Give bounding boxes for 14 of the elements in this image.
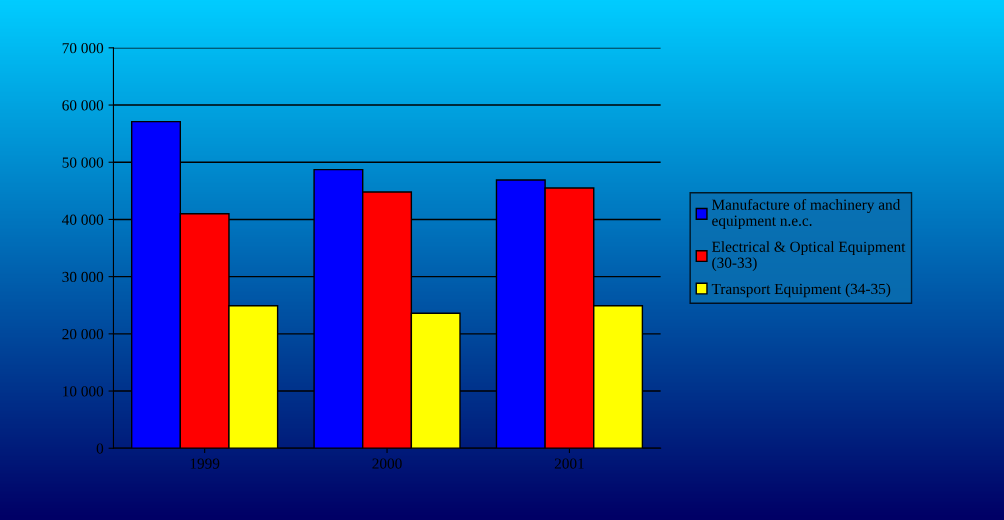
x-tick-label: 2000 <box>372 458 402 469</box>
y-tick-label: 40 000 <box>62 214 104 225</box>
y-tick-label: 70 000 <box>62 42 104 54</box>
x-tick-label: 1999 <box>190 458 220 469</box>
legend-label: Transport Equipment (34-35) <box>711 283 891 298</box>
legend-label: Manufacture of machinery and equipment n.e.c. <box>711 198 901 229</box>
y-tick-label: 20 000 <box>62 328 104 340</box>
y-tick-label: 10 000 <box>63 386 104 397</box>
y-tick-label: 50 000 <box>62 157 104 168</box>
y-tick-label: 0 <box>96 443 104 454</box>
x-tick-label: 2001 <box>554 458 584 469</box>
y-tick-label: 60 000 <box>62 100 104 111</box>
y-tick-label: 30 000 <box>62 271 104 283</box>
legend-label: Electrical & Optical Equipment (30-33) <box>711 241 906 271</box>
